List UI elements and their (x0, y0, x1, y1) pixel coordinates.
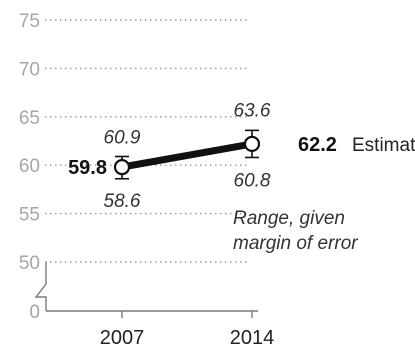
series-layer (113, 129, 261, 180)
x-tick-label: 2007 (100, 327, 145, 349)
axis-layer: 0 50 55 60 65 70 75 2007 2014 (19, 11, 274, 349)
low-label: 58.6 (104, 191, 141, 212)
value-label: 59.8 (68, 157, 107, 179)
y-tick-label: 0 (29, 302, 40, 323)
high-label: 63.6 (234, 100, 271, 121)
axis-break (34, 262, 47, 311)
label-layer: 59.8 60.9 58.6 63.6 60.8 (68, 100, 271, 211)
y-tick-label: 60 (19, 156, 40, 177)
series-line (118, 140, 256, 171)
legend-layer: 62.2 Estimate Range, given margin of err… (233, 134, 415, 254)
x-tick-label: 2014 (230, 327, 275, 349)
data-point (243, 135, 261, 153)
legend-estimate-value: 62.2 (298, 134, 337, 156)
y-tick-label: 70 (19, 59, 40, 80)
high-label: 60.9 (104, 127, 141, 148)
legend-range-line2: margin of error (233, 233, 358, 254)
y-tick-label: 50 (19, 253, 40, 274)
y-tick-label: 75 (19, 11, 40, 32)
y-tick-label: 65 (19, 108, 40, 129)
data-point (113, 159, 131, 176)
legend-range-line1: Range, given (233, 208, 345, 229)
grid-layer (45, 19, 250, 263)
low-label: 60.8 (234, 170, 271, 191)
y-tick-label: 55 (19, 205, 40, 226)
legend-estimate-label: Estimate (352, 135, 415, 156)
